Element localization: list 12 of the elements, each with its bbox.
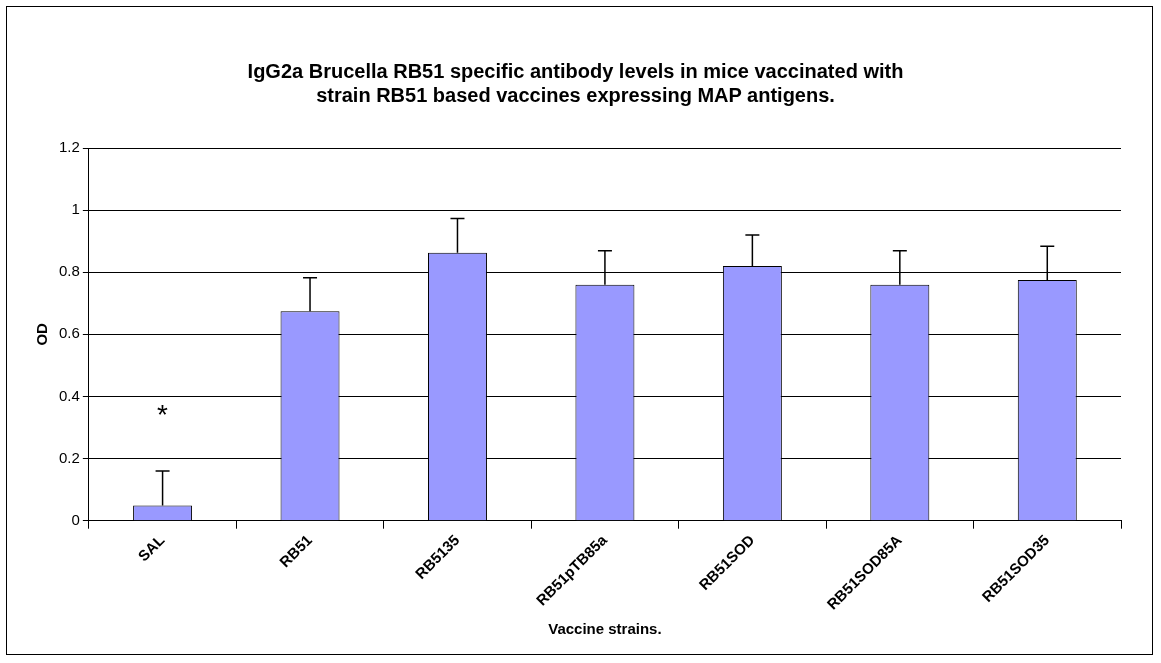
y-tick-label: 1.2 <box>58 138 80 156</box>
chart-title: IgG2a Brucella RB51 specific antibody levels in mice vaccinated with strain RB51 based vaccines expressing MAP antigens. <box>247 59 904 106</box>
y-tick-label: 0.4 <box>58 386 80 404</box>
y-tick-label: 0 <box>71 510 80 528</box>
x-tick-label: SAL <box>134 531 168 565</box>
y-axis-title: OD <box>33 322 51 346</box>
y-tick-label: 0.8 <box>58 262 80 280</box>
annotation: * <box>157 398 169 430</box>
y-tick-label: 1 <box>71 200 80 218</box>
y-tick-label: 0.6 <box>58 324 80 342</box>
y-tick-label: 0.2 <box>58 448 80 466</box>
x-axis-title: Vaccine strains. <box>548 620 662 638</box>
